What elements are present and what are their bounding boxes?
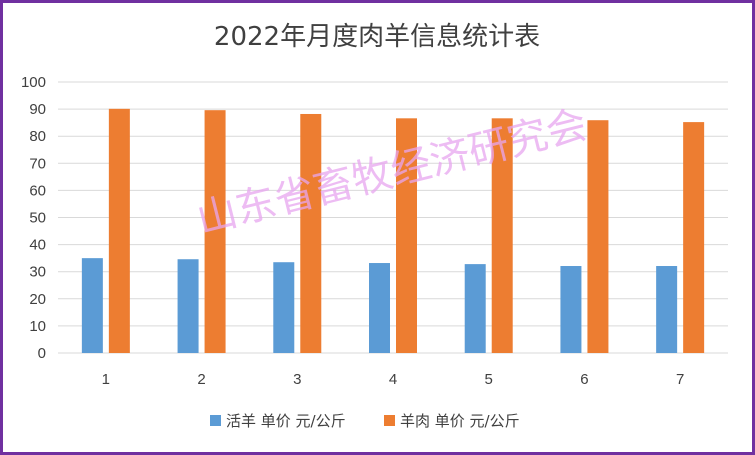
grid-lines [58,81,728,354]
y-tick-label: 50 [29,210,46,227]
x-tick-label: 5 [485,371,493,388]
x-tick-label: 4 [389,371,397,388]
bar-live-sheep-6 [560,266,582,353]
bar-mutton-6 [587,120,609,353]
bar-mutton-3 [300,113,322,353]
y-tick-label: 70 [29,155,46,172]
legend: 活羊 单价 元/公斤 羊肉 单价 元/公斤 [210,412,520,430]
y-tick-label: 90 [29,101,46,118]
bar-live-sheep-3 [273,262,295,353]
y-tick-label: 10 [29,318,46,335]
x-tick-label: 2 [197,371,205,388]
y-tick-label: 80 [29,128,46,145]
y-tick-label: 40 [29,237,46,254]
y-axis: 0 10 20 30 40 50 60 70 80 90 100 [21,74,46,362]
bar-live-sheep-2 [177,259,199,353]
bar-live-sheep-5 [464,264,486,353]
x-axis: 1 2 3 4 5 6 7 [102,371,685,388]
y-tick-label: 20 [29,291,46,308]
legend-swatch [210,415,221,426]
y-tick-label: 0 [38,345,46,362]
x-tick-label: 6 [580,371,588,388]
x-tick-label: 3 [293,371,301,388]
watermark: 山东省畜牧经济研究会 [192,102,591,243]
bar-live-sheep-1 [81,258,103,353]
bar-mutton-2 [204,110,226,354]
bar-mutton-5 [491,118,513,354]
bar-mutton-4 [396,118,417,354]
legend-label: 活羊 单价 元/公斤 [226,412,346,430]
bar-mutton-7 [683,122,705,353]
bar-mutton-1 [108,108,130,353]
legend-label: 羊肉 单价 元/公斤 [400,412,520,430]
y-tick-label: 60 [29,182,46,199]
bar-live-sheep-4 [369,263,390,353]
bars [81,108,705,354]
y-tick-label: 30 [29,264,46,281]
chart-title: 2022年月度肉羊信息统计表 [214,22,540,52]
y-tick-label: 100 [21,74,46,91]
bar-live-sheep-7 [656,266,678,353]
x-tick-label: 7 [676,371,684,388]
x-tick-label: 1 [102,371,110,388]
legend-swatch [384,415,395,426]
